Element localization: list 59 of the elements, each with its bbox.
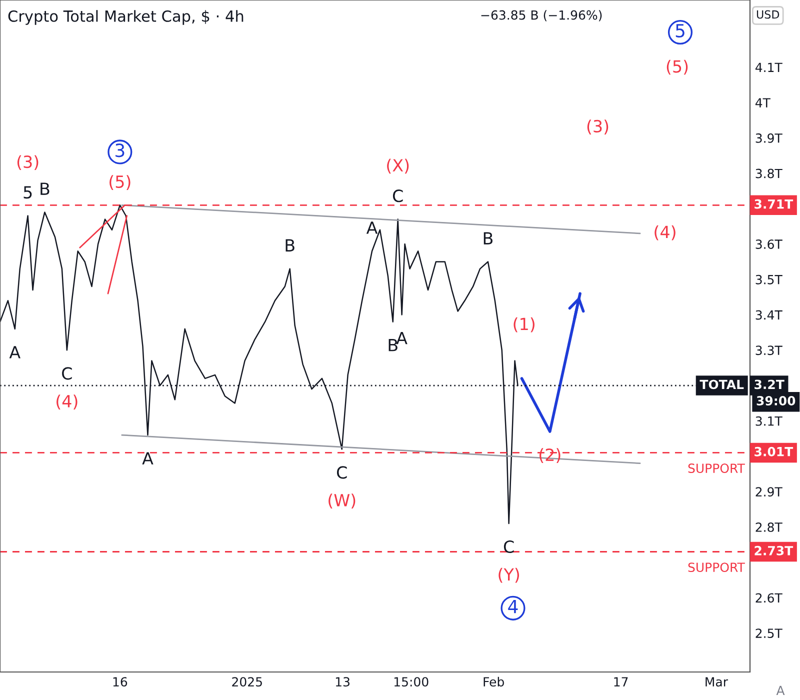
y-tick-label: 3.9T	[756, 133, 782, 143]
ref-line-label: 3.2T	[754, 380, 784, 390]
annotation: C	[336, 466, 347, 479]
y-tick-label: 3.8T	[756, 168, 782, 178]
ref-line-label: 3.01T	[754, 446, 794, 456]
y-tick-label: 3.4T	[756, 310, 782, 320]
text: A	[776, 686, 785, 695]
annotation: 5	[676, 24, 684, 38]
annotation: (3)	[17, 155, 38, 170]
text: −63.85 B (−1.96%)	[481, 10, 602, 22]
annotation: C	[392, 190, 403, 202]
annotation: (4)	[56, 394, 78, 410]
y-tick-label: 4.1T	[755, 62, 782, 72]
annotation: (W)	[328, 494, 356, 508]
annotation: (Y)	[498, 568, 519, 583]
annotation: B	[484, 232, 492, 244]
annotation: (2)	[540, 448, 560, 464]
x-tick-label: Feb	[484, 676, 504, 687]
x-tick-label: 15:00	[394, 677, 428, 687]
annotation: (4)	[654, 225, 676, 240]
y-tick-label: 2.6T	[756, 593, 782, 603]
annotation: 3	[116, 144, 124, 158]
annotation: B	[388, 339, 398, 352]
annotation: TOTAL	[700, 380, 744, 390]
annotation: SUPPORT	[688, 464, 745, 474]
annotation: 5	[24, 186, 32, 199]
annotation: (3)	[587, 120, 608, 134]
annotation: A	[142, 452, 154, 464]
ref-line-label: 2.73T	[754, 546, 794, 556]
annotation: 4	[508, 600, 518, 614]
annotation: A	[366, 222, 378, 234]
text: 39:00	[756, 396, 796, 406]
y-tick-label: 2.8T	[756, 522, 782, 532]
x-tick-label: 17	[614, 677, 628, 686]
x-tick-label: 2025	[232, 677, 262, 687]
y-tick-label: 3.3T	[756, 346, 782, 356]
y-axis-title: USD	[756, 10, 780, 19]
y-tick-label: 2.5T	[756, 628, 782, 638]
y-tick-label: 3.5T	[756, 274, 782, 284]
annotation: (1)	[514, 317, 534, 332]
annotation: C	[504, 540, 514, 554]
y-tick-label: 2.9T	[756, 487, 782, 497]
annotation: (5)	[110, 175, 130, 190]
annotation: SUPPORT	[688, 562, 745, 572]
x-tick-label: 13	[336, 677, 350, 687]
annotation: A	[396, 332, 408, 344]
annotation: B	[40, 182, 50, 195]
y-tick-label: 3.6T	[756, 240, 782, 249]
ref-line-label: 3.71T	[754, 199, 794, 209]
x-tick-label: 16	[113, 677, 128, 687]
y-tick-label: 4T	[755, 98, 770, 108]
annotation: C	[62, 367, 72, 380]
y-tick-label: 3.1T	[756, 416, 782, 426]
annotation: A	[9, 346, 20, 358]
annotation: (X)	[387, 158, 409, 174]
annotation: (5)	[666, 60, 688, 75]
x-tick-label: Mar	[706, 677, 728, 687]
annotation: B	[286, 239, 294, 252]
text: Crypto Total Market Cap, $ · 4h	[8, 10, 244, 25]
